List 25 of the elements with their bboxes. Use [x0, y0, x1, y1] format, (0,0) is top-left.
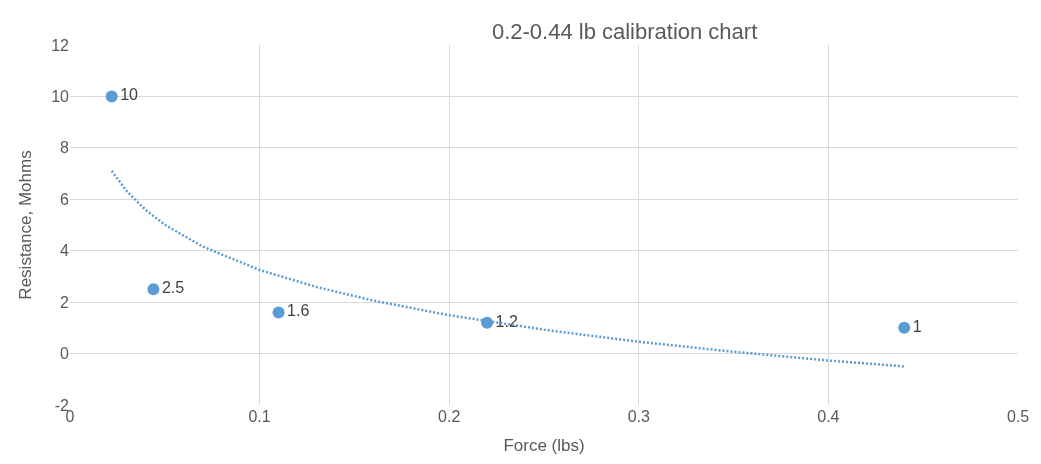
data-label: 2.5 — [161, 279, 185, 297]
y-axis-title: Resistance, Mohms — [15, 150, 35, 300]
y-tick-label: 8 — [60, 139, 70, 157]
chart-title: 0.2-0.44 lb calibration chart — [491, 18, 758, 44]
y-tick-label: 12 — [51, 36, 70, 54]
data-label: 1.2 — [495, 312, 518, 330]
y-tick-label: 10 — [51, 88, 70, 106]
data-label: 1 — [912, 317, 922, 335]
y-tick-label: 4 — [60, 242, 70, 260]
y-tick-label: 0 — [60, 345, 70, 363]
point — [898, 321, 911, 334]
point — [147, 283, 160, 296]
point — [105, 90, 118, 103]
line-series — [110, 169, 906, 368]
point — [272, 306, 285, 319]
y-tick-label: 2 — [60, 293, 70, 311]
data-label: 1.6 — [287, 302, 310, 320]
data-label: 10 — [120, 86, 139, 104]
x-tick-label: 0.2 — [438, 408, 461, 425]
x-tick-label: 0.1 — [248, 408, 271, 425]
x-tick-label: 0.5 — [1006, 408, 1030, 425]
y-tick-label: 6 — [60, 190, 70, 208]
x-tick-label: 0.4 — [817, 408, 840, 425]
x-axis-title: Force (lbs) — [503, 436, 585, 456]
x-tick-label: 0.3 — [627, 408, 651, 425]
